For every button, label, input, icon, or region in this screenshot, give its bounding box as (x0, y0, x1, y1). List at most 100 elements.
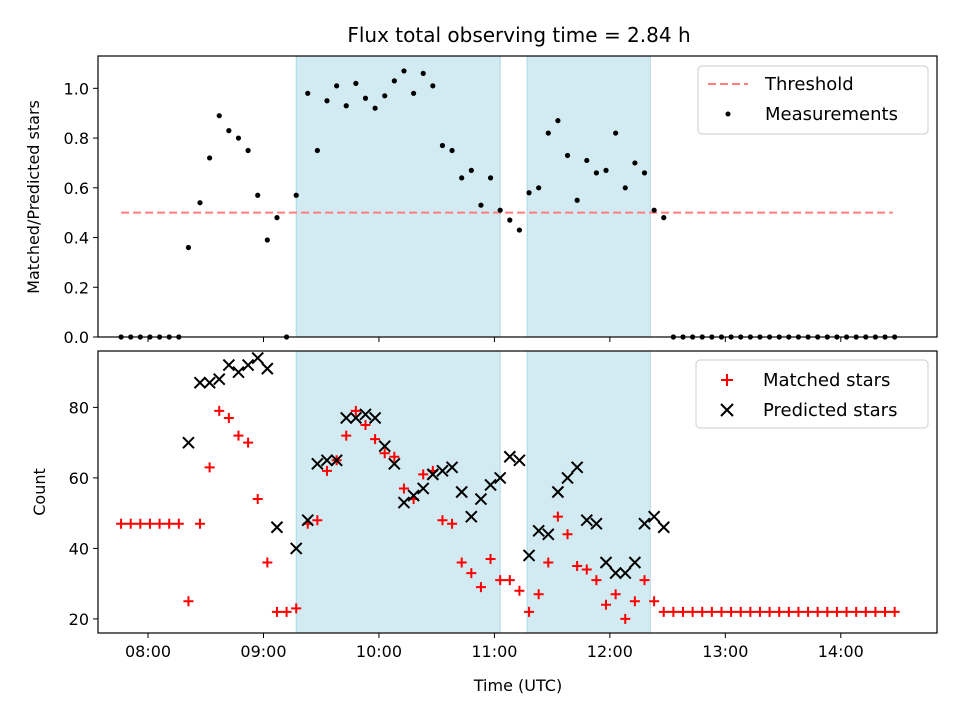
measurement-point-51 (613, 130, 619, 136)
predicted-point-35 (532, 524, 545, 537)
matched-point-61 (706, 606, 717, 617)
matched-point-31 (418, 469, 429, 480)
legend-measurements-label: Measurements (765, 104, 898, 125)
bottom-y-tick-label-3: 80 (69, 398, 89, 417)
measurement-point-7 (185, 244, 192, 251)
legend-matched-label: Matched stars (763, 370, 890, 391)
measurement-point-55 (651, 207, 657, 213)
matched-point-3 (144, 518, 155, 529)
matched-point-4 (154, 518, 165, 529)
matched-point-76 (851, 606, 862, 617)
legend-matched-swatch (721, 374, 733, 386)
predicted-point-25 (436, 464, 449, 478)
measurement-point-26 (372, 105, 378, 111)
top-measurement-points (118, 68, 898, 340)
predicted-point-8 (261, 362, 274, 375)
predicted-point-6 (241, 358, 255, 372)
matched-point-28 (389, 451, 400, 462)
top-plot-frame (97, 55, 938, 338)
predicted-point-4 (222, 358, 236, 372)
predicted-point-15 (340, 411, 353, 425)
matched-point-70 (793, 606, 804, 617)
matched-point-1 (125, 518, 136, 529)
bottom-shaded-interval-0 (295, 350, 501, 634)
measurement-point-47 (574, 197, 580, 203)
measurement-point-37 (478, 202, 484, 208)
measurement-point-33 (439, 142, 446, 149)
matched-point-17 (281, 606, 292, 617)
matched-point-0 (116, 518, 127, 529)
measurement-point-27 (382, 93, 388, 99)
matched-point-79 (880, 606, 891, 617)
predicted-point-21 (397, 496, 411, 509)
predicted-point-32 (503, 450, 517, 463)
predicted-point-31 (493, 471, 507, 485)
legend-measurements-swatch (725, 111, 731, 117)
matched-point-11 (223, 412, 234, 423)
predicted-point-37 (551, 485, 565, 499)
top-y-tick-label-4: 0.8 (64, 129, 89, 148)
matched-point-27 (379, 448, 390, 459)
measurement-point-36 (468, 167, 474, 173)
matched-point-56 (658, 606, 669, 617)
predicted-point-5 (232, 365, 245, 379)
matched-point-38 (485, 553, 496, 564)
matched-point-14 (252, 494, 263, 505)
legend-threshold-label: Threshold (764, 74, 854, 95)
matched-point-44 (543, 557, 554, 568)
bottom-predicted-points (182, 351, 670, 580)
matched-point-57 (668, 606, 679, 617)
predicted-point-46 (638, 517, 651, 530)
matched-point-53 (629, 596, 640, 607)
top-panel: 0.0 0.2 0.4 0.6 0.8 1.0 Matched/Predicted sta… (24, 55, 938, 347)
measurement-point-8 (197, 200, 203, 206)
matched-point-35 (456, 557, 467, 568)
predicted-point-1 (193, 376, 207, 389)
top-shaded-intervals (295, 55, 651, 338)
predicted-point-10 (289, 542, 303, 555)
bottom-legend: Matched stars Predicted stars (695, 359, 929, 429)
matched-point-74 (831, 606, 842, 617)
measurement-point-34 (449, 147, 455, 154)
measurement-point-12 (235, 135, 242, 141)
matched-point-26 (370, 434, 381, 445)
measurement-point-35 (459, 175, 465, 181)
top-y-tick-label-3: 0.6 (64, 179, 89, 198)
measurement-point-14 (255, 192, 261, 198)
predicted-point-23 (417, 482, 430, 495)
bottom-matched-points (116, 405, 900, 624)
matched-point-55 (649, 596, 660, 607)
matched-point-46 (562, 529, 573, 540)
top-y-tick-label-2: 0.4 (64, 229, 89, 248)
matched-point-24 (350, 405, 361, 416)
measurement-point-31 (420, 70, 426, 77)
predicted-point-47 (647, 510, 661, 523)
predicted-point-19 (378, 439, 391, 453)
matched-point-62 (716, 606, 727, 617)
measurement-point-15 (264, 237, 270, 243)
predicted-point-41 (590, 517, 603, 530)
measurement-point-40 (507, 217, 513, 223)
matched-point-43 (533, 589, 544, 600)
predicted-point-39 (570, 461, 584, 474)
matched-point-75 (841, 606, 852, 617)
predicted-point-9 (270, 521, 284, 534)
measurement-point-20 (314, 147, 320, 154)
measurement-point-41 (516, 227, 523, 233)
predicted-point-45 (628, 556, 642, 569)
predicted-point-44 (619, 566, 632, 580)
measurement-point-43 (536, 185, 542, 191)
bottom-y-axis-label: Count (30, 468, 49, 516)
matched-point-12 (233, 430, 244, 441)
matched-point-48 (581, 564, 592, 575)
measurement-point-50 (603, 167, 609, 173)
matched-point-54 (639, 575, 650, 586)
measurement-point-18 (293, 192, 299, 198)
measurement-point-24 (353, 80, 359, 86)
measurement-point-44 (545, 130, 551, 136)
measurement-point-49 (593, 170, 599, 176)
predicted-point-16 (349, 411, 363, 425)
measurement-point-39 (497, 207, 503, 213)
matched-point-9 (204, 462, 215, 473)
